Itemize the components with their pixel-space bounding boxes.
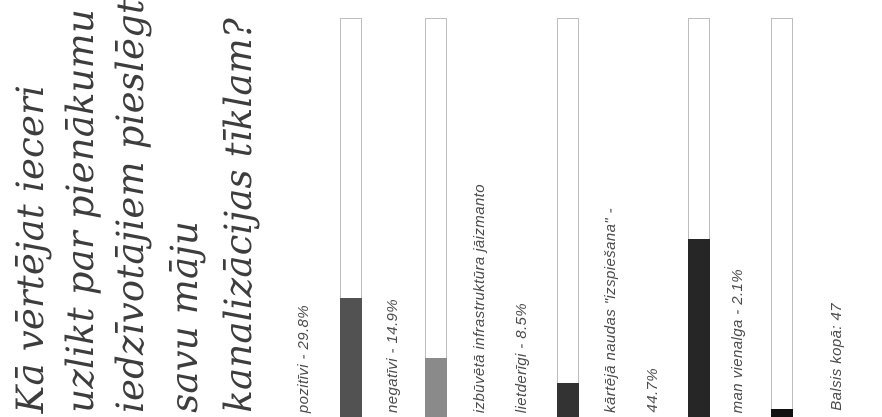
poll-question-line-4: savu māju: [163, 221, 206, 413]
option-label-negative: negatīvi - 14.9%: [384, 299, 401, 413]
poll-question-line-5: kanalizācijas tīklam?: [217, 18, 260, 413]
poll-question-line-2: uzlikt par pienākumu: [59, 9, 102, 413]
option-label-infrastructure-line-2: lietderīgi - 8.5%: [513, 302, 530, 413]
poll-question-line-1: Kā vērtējat ieceri: [9, 84, 52, 413]
option-bar-track-money: [688, 18, 710, 417]
option-label-money-line-2: 44.7%: [644, 368, 661, 413]
option-label-indifferent: man vienalga - 2.1%: [729, 268, 746, 413]
option-bar-fill-infrastructure: [557, 383, 579, 417]
option-bar-fill-money: [688, 239, 710, 417]
option-bar-track-infrastructure: [557, 18, 579, 417]
option-label-positive: pozitīvi - 29.8%: [295, 304, 312, 413]
option-bar-track-indifferent: [771, 18, 793, 417]
option-label-money-line-1: kārtējā naudas "izspiešana" -: [602, 208, 619, 413]
option-bar-track-negative: [425, 18, 447, 417]
poll-question-line-3: iedzīvotājiem pieslēgt: [109, 0, 152, 413]
option-bar-fill-negative: [425, 357, 447, 417]
option-bar-track-positive: [340, 18, 362, 417]
total-votes-label: Balsis kopā: 47: [828, 303, 845, 411]
option-label-infrastructure-line-1: izbūvētā infrastruktūra jāizmanto: [471, 183, 488, 413]
option-bar-fill-indifferent: [771, 408, 793, 417]
option-bar-fill-positive: [340, 298, 362, 417]
